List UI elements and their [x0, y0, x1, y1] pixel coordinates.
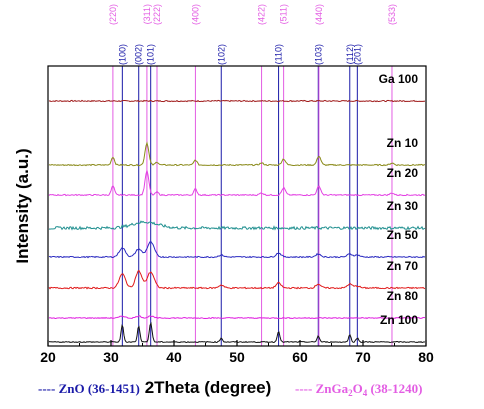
series-line-1: [48, 141, 426, 167]
reference-label-zno-6: (112): [345, 44, 355, 64]
x-tick-label-5: 70: [355, 349, 371, 365]
reference-label-zno-2: (101): [146, 44, 156, 65]
series-line-6: [48, 315, 426, 320]
x-tick-label-1: 30: [103, 349, 119, 365]
x-tick-label-4: 60: [292, 349, 308, 365]
sample-label-3: Zn 30: [387, 199, 419, 213]
legend-znga2o4-mid: O: [353, 381, 363, 396]
sample-label-6: Zn 80: [387, 289, 419, 303]
legend: ---- ZnO (36-1451) 2Theta (degree) ---- …: [38, 378, 422, 398]
reference-label-znga2o4-1: (311): [142, 4, 152, 24]
reference-label-znga2o4-0: (220): [108, 4, 118, 25]
reference-label-zno-3: (102): [216, 44, 226, 65]
reference-lines: [112, 66, 393, 346]
reference-label-znga2o4-2: (222): [152, 4, 162, 25]
reference-label-zno-4: (110): [274, 44, 284, 64]
legend-zno: ---- ZnO (36-1451): [38, 381, 140, 396]
legend-znga2o4-main: ---- ZnGa: [295, 381, 349, 396]
reference-label-znga2o4-6: (440): [314, 4, 324, 25]
reference-label-zno-1: (002): [134, 44, 144, 65]
x-axis-title: 2Theta (degree): [145, 378, 272, 397]
series-line-0: [48, 99, 426, 103]
reference-label-znga2o4-4: (422): [257, 4, 267, 25]
reference-labels: (100) (002) (101) (102) (110) (103) (112)(201)…: [108, 4, 397, 65]
y-axis-title: Intensity (a.u.): [13, 148, 32, 263]
plot-frame: [47, 65, 427, 347]
sample-label-2: Zn 20: [387, 166, 419, 180]
sample-label-7: Zn 100: [380, 313, 418, 327]
legend-znga2o4-sub1: 2: [348, 388, 353, 398]
legend-znga2o4: ---- ZnGa2O4 (38-1240): [295, 381, 422, 398]
sample-labels: Ga 100 Zn 10 Zn 20 Zn 30 Zn 50 Zn 70 Zn 80 Zn 1…: [379, 72, 419, 327]
x-tick-label-0: 20: [40, 349, 56, 365]
x-axis: 20 30 40 50 60 70 80: [40, 340, 434, 365]
legend-znga2o4-sub2: 4: [363, 388, 368, 398]
sample-label-5: Zn 70: [387, 259, 419, 273]
reference-label-zno-0: (100): [117, 44, 127, 65]
legend-znga2o4-tail: (38-1240): [367, 381, 422, 396]
reference-label-zno-5: (103): [313, 44, 323, 65]
series-line-3: [48, 220, 426, 231]
reference-label-zno-7: (201): [352, 44, 362, 65]
series-line-2: [48, 170, 426, 197]
reference-label-znga2o4-3: (400): [190, 4, 200, 25]
series-lines: [48, 99, 426, 344]
sample-label-0: Ga 100: [379, 72, 419, 86]
x-tick-label-6: 80: [418, 349, 434, 365]
sample-label-4: Zn 50: [387, 228, 419, 242]
reference-label-znga2o4-7: (533): [387, 4, 397, 25]
sample-label-1: Zn 10: [387, 136, 419, 150]
x-tick-label-2: 40: [166, 349, 182, 365]
series-line-5: [48, 269, 426, 290]
series-line-4: [48, 241, 426, 259]
x-tick-label-3: 50: [229, 349, 245, 365]
series-line-7: [48, 321, 426, 344]
reference-label-znga2o4-5: (511): [279, 4, 289, 24]
